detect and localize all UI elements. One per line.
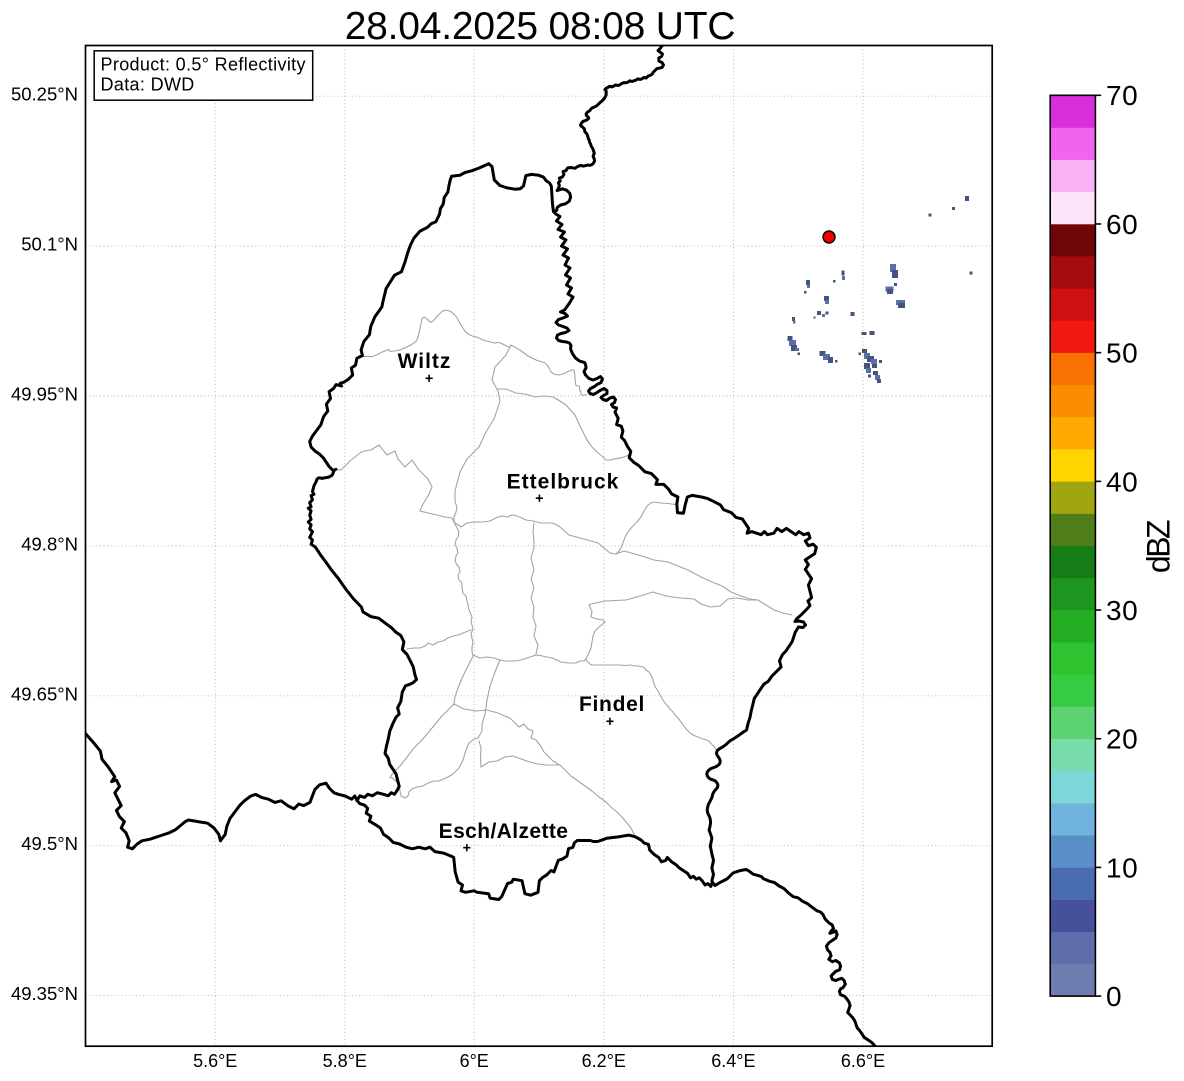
- svg-text:49.95°N: 49.95°N: [11, 384, 78, 405]
- svg-text:10: 10: [1106, 852, 1138, 883]
- svg-text:50.25°N: 50.25°N: [11, 84, 78, 105]
- svg-text:Data: DWD: Data: DWD: [101, 74, 195, 94]
- svg-text:20: 20: [1106, 724, 1138, 755]
- svg-text:49.5°N: 49.5°N: [21, 833, 78, 854]
- svg-text:Esch/Alzette: Esch/Alzette: [439, 820, 569, 843]
- svg-text:5.8°E: 5.8°E: [323, 1051, 367, 1071]
- svg-text:Ettelbruck: Ettelbruck: [507, 471, 620, 494]
- svg-text:Findel: Findel: [579, 693, 645, 716]
- svg-text:dBZ: dBZ: [1141, 520, 1177, 573]
- svg-text:50: 50: [1106, 338, 1138, 369]
- svg-text:49.8°N: 49.8°N: [21, 533, 78, 554]
- svg-text:6°E: 6°E: [460, 1051, 489, 1071]
- svg-text:70: 70: [1106, 80, 1138, 111]
- svg-text:Product: 0.5° Reflectivity: Product: 0.5° Reflectivity: [101, 54, 306, 74]
- svg-text:28.04.2025 08:08 UTC: 28.04.2025 08:08 UTC: [345, 5, 736, 48]
- svg-text:49.35°N: 49.35°N: [11, 983, 78, 1004]
- svg-text:50.1°N: 50.1°N: [21, 234, 78, 255]
- svg-text:60: 60: [1106, 209, 1138, 240]
- svg-text:6.2°E: 6.2°E: [582, 1051, 626, 1071]
- svg-text:6.6°E: 6.6°E: [841, 1051, 885, 1071]
- svg-text:0: 0: [1106, 981, 1122, 1012]
- svg-text:6.4°E: 6.4°E: [711, 1051, 755, 1071]
- svg-text:40: 40: [1106, 466, 1138, 497]
- svg-text:30: 30: [1106, 595, 1138, 626]
- svg-text:Wiltz: Wiltz: [398, 350, 452, 373]
- svg-text:5.6°E: 5.6°E: [193, 1051, 237, 1071]
- svg-text:49.65°N: 49.65°N: [11, 683, 78, 704]
